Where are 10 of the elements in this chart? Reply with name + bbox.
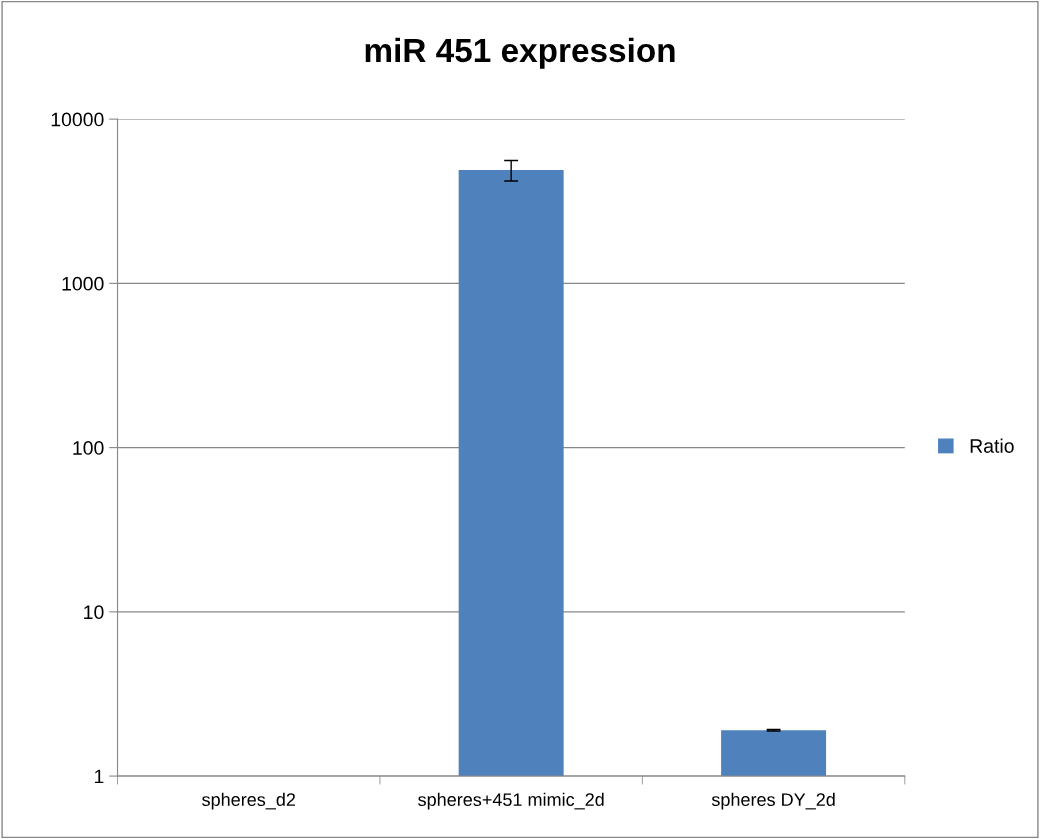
chart-title: miR 451 expression: [365, 37, 675, 69]
x-tick-label: spheres DY_2d: [711, 792, 835, 810]
y-tick-label: 10: [84, 605, 104, 620]
y-tick-label: 1: [95, 769, 104, 784]
y-tick-label: 100: [73, 441, 104, 455]
x-tick-label: spheres+451 mimic_2d: [418, 792, 604, 810]
y-tick-label: 1000: [62, 276, 104, 291]
y-tick-label: 10000: [51, 112, 104, 127]
x-tick-label: spheres_d2: [202, 792, 296, 810]
legend-label: Ratio: [970, 438, 1014, 453]
